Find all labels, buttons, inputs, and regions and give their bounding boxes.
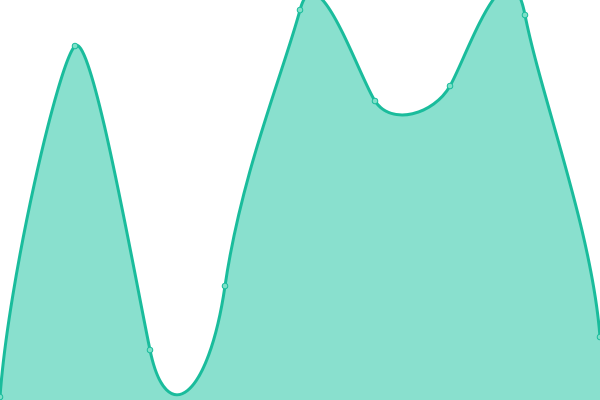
- data-point-7: [521, 11, 529, 19]
- data-point-0: [0, 393, 4, 400]
- data-point-5: [371, 97, 379, 105]
- data-point-4: [296, 6, 304, 14]
- data-point-6: [446, 82, 454, 90]
- data-point-8: [596, 333, 600, 341]
- data-point-2: [146, 346, 154, 354]
- data-points: [0, 6, 600, 400]
- data-point-3: [221, 282, 229, 290]
- data-point-1: [71, 42, 79, 50]
